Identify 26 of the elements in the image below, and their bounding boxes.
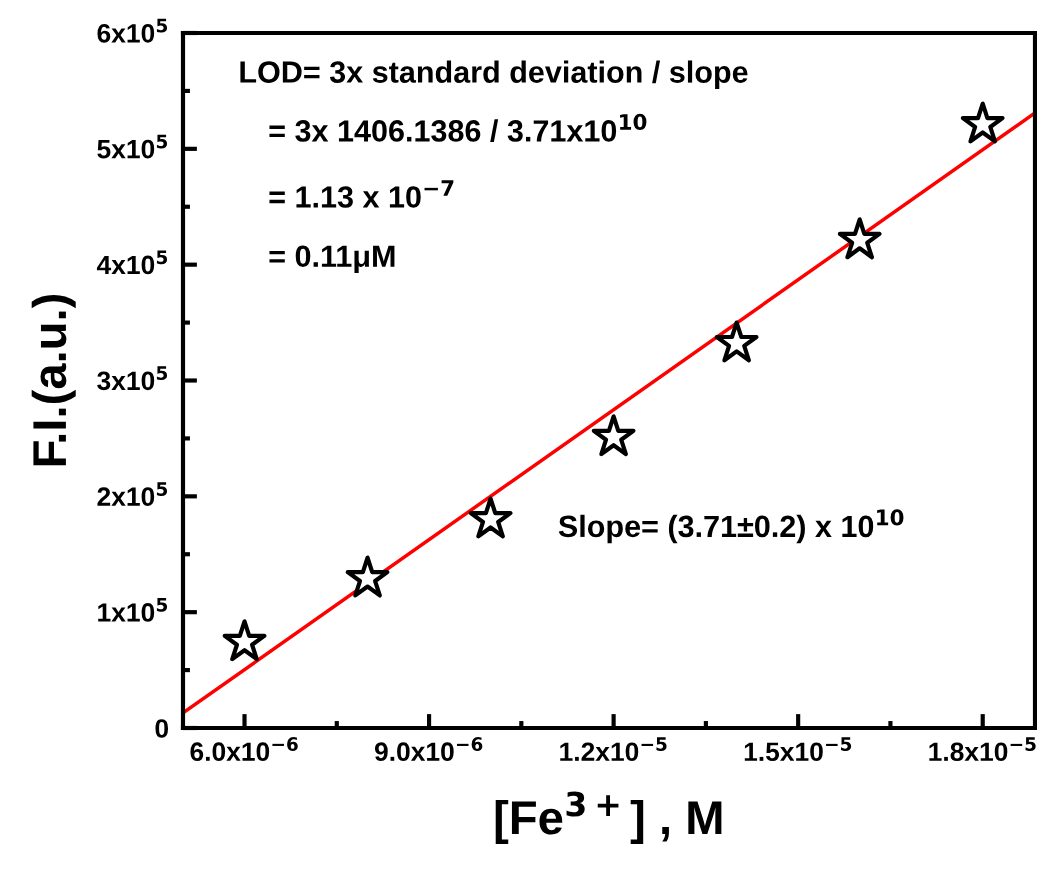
point [222, 619, 267, 662]
x-axis-title: [Fe$^{3+}$] , M [495, 791, 722, 844]
y-tick-label: 6x10$^{5}$ [97, 18, 168, 43]
point [960, 101, 1005, 144]
annotation: = 1.13 x 10$^{−7}$ [269, 180, 454, 208]
x-tick-label: 1.5x10$^{−5}$ [744, 737, 852, 762]
point [714, 320, 759, 363]
y-tick-label: 3x10$^{5}$ [97, 366, 168, 391]
point [591, 414, 636, 457]
x-tick-label: 1.8x10$^{−5}$ [929, 737, 1036, 762]
point [468, 496, 513, 539]
y-axis-title: F.I.(a.u.) [31, 294, 76, 466]
annotation: = 3x 1406.1386 / 3.71x10$^{10}$ [269, 113, 647, 143]
y-tick-label: 1x10$^{5}$ [98, 597, 168, 622]
point [345, 555, 390, 598]
y-tick-label: 5x10$^{5}$ [97, 134, 168, 159]
annotation: = 0.11μM [269, 245, 395, 273]
y-tick-label: 2x10$^{5}$ [97, 482, 168, 506]
y-tick-label: 4x10$^{5}$ [96, 250, 168, 275]
y-tick-label: 0 [155, 719, 169, 738]
annotation: Slope= (3.71±0.2) x 10$^{10}$ [558, 509, 904, 544]
x-tick-label: 6.0x10$^{−6}$ [190, 737, 298, 762]
point [837, 217, 882, 260]
x-tick-label: 1.2x10$^{−5}$ [560, 737, 667, 762]
annotation: LOD= 3x standard deviation / slope [240, 60, 748, 89]
x-tick-label: 9.0x10$^{−6}$ [374, 737, 483, 762]
